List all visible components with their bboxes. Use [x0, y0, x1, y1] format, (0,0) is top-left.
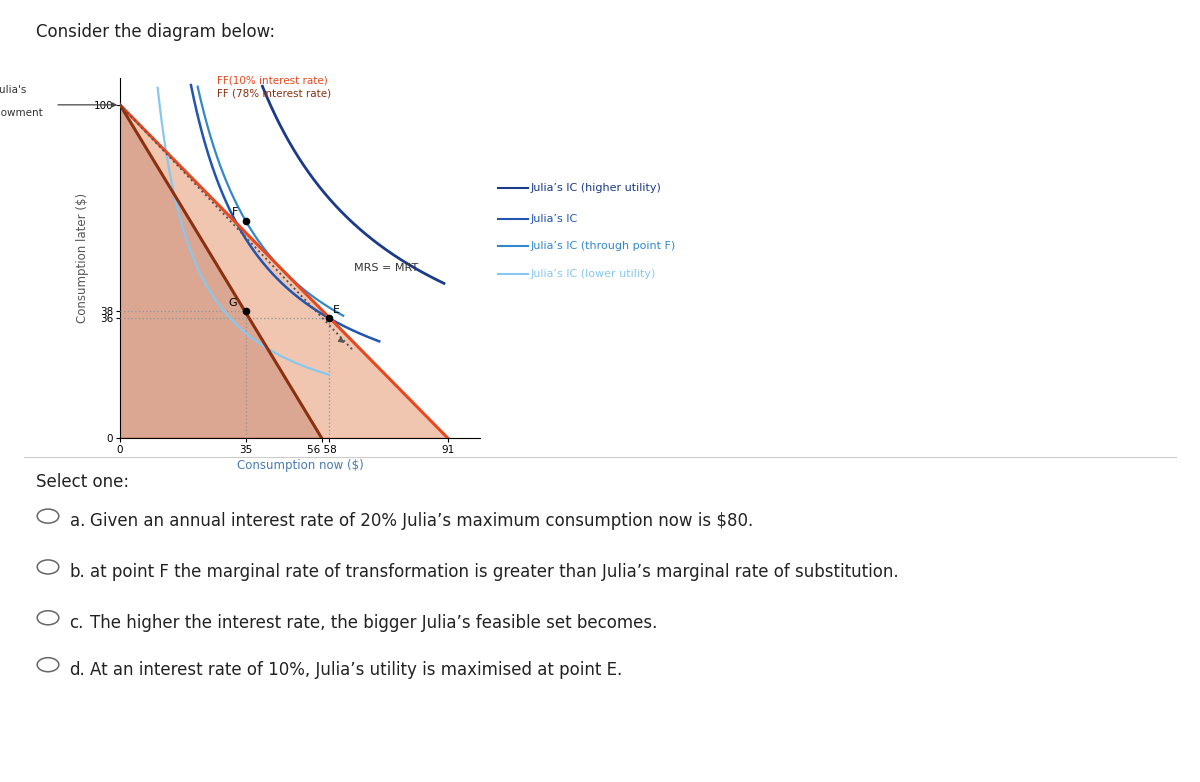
Text: endowment: endowment — [0, 108, 43, 118]
Text: Consider the diagram below:: Consider the diagram below: — [36, 23, 275, 41]
Text: at point F the marginal rate of transformation is greater than Julia’s marginal : at point F the marginal rate of transfor… — [90, 563, 899, 581]
Text: Select one:: Select one: — [36, 473, 130, 491]
Text: The higher the interest rate, the bigger Julia’s feasible set becomes.: The higher the interest rate, the bigger… — [90, 614, 658, 632]
Y-axis label: Consumption later ($): Consumption later ($) — [77, 193, 89, 323]
Text: b.: b. — [70, 563, 85, 581]
Text: Julia’s IC (higher utility): Julia’s IC (higher utility) — [530, 183, 661, 192]
Text: a.: a. — [70, 512, 85, 530]
Text: Given an annual interest rate of 20% Julia’s maximum consumption now is $80.: Given an annual interest rate of 20% Jul… — [90, 512, 754, 530]
Text: FF(10% interest rate): FF(10% interest rate) — [217, 75, 328, 85]
Polygon shape — [120, 105, 448, 438]
Text: FF (78% interest rate): FF (78% interest rate) — [217, 88, 331, 99]
Text: G: G — [228, 299, 236, 308]
Text: Julia's: Julia's — [0, 85, 28, 95]
Polygon shape — [120, 105, 322, 438]
Text: F: F — [232, 206, 238, 217]
Text: E: E — [332, 305, 340, 315]
Text: Julia’s IC (lower utility): Julia’s IC (lower utility) — [530, 269, 655, 278]
Text: Julia’s IC: Julia’s IC — [530, 214, 577, 224]
Text: MRS = MRT: MRS = MRT — [354, 264, 419, 274]
Text: d.: d. — [70, 661, 85, 679]
X-axis label: Consumption now ($): Consumption now ($) — [236, 459, 364, 472]
Text: At an interest rate of 10%, Julia’s utility is maximised at point E.: At an interest rate of 10%, Julia’s util… — [90, 661, 623, 679]
Text: c.: c. — [70, 614, 84, 632]
Text: Julia’s IC (through point F): Julia’s IC (through point F) — [530, 242, 676, 251]
